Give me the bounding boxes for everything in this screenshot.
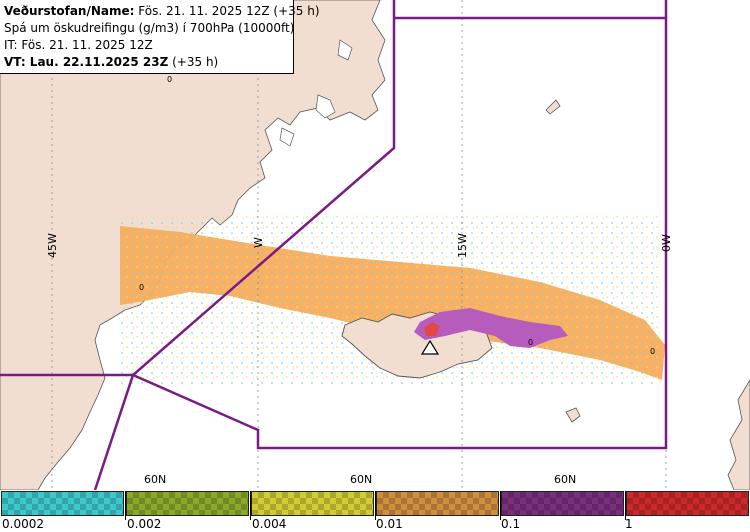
legend-tick-label: 0.002 xyxy=(127,517,162,531)
legend-swatch xyxy=(1,491,124,516)
concentration-legend: 0.0002 0.002 0.004 0.01 0.1 1 xyxy=(0,490,750,532)
greenland-fjord xyxy=(337,39,353,61)
forecast-info-box: Veðurstofan/Name: Fös. 21. 11. 2025 12Z … xyxy=(0,0,320,74)
initial-time: IT: Fös. 21. 11. 2025 12Z xyxy=(4,38,153,52)
forecast-region-boundary xyxy=(0,373,135,490)
ash-high-concentration-area xyxy=(424,322,440,336)
greenland-fjord xyxy=(279,127,295,147)
legend-tick xyxy=(500,491,501,520)
valid-time: VT: Lau. 22.11.2025 23Z xyxy=(4,55,169,69)
lead-time: (+35 h) xyxy=(168,55,219,69)
longitude-label: 45W xyxy=(46,233,59,258)
jan-mayen-island xyxy=(545,99,561,115)
valid-time-line: VT: Lau. 22.11.2025 23Z (+35 h) xyxy=(4,54,289,71)
latitude-label: 60N xyxy=(350,473,372,486)
legend-tick xyxy=(625,491,626,520)
longitude-label: W xyxy=(252,237,265,248)
issuer-line: Veðurstofan/Name: Fös. 21. 11. 2025 12Z … xyxy=(4,3,320,20)
longitude-label: 0W xyxy=(660,234,673,252)
legend-swatch xyxy=(626,491,749,516)
legend-tick-label: 1 xyxy=(625,517,633,531)
ash-medium-concentration-area xyxy=(414,308,568,348)
map-canvas[interactable]: 45W W 15W 0W 60N 60N 60N 0 0 0 0 xyxy=(0,0,750,490)
legend-tick-label: 0.004 xyxy=(252,517,287,531)
issuer-label: Veðurstofan/Name: xyxy=(4,4,135,18)
longitude-label: 15W xyxy=(456,233,469,258)
faroe-islands xyxy=(565,407,581,423)
legend-tick-label: 0.0002 xyxy=(2,517,44,531)
legend-swatch xyxy=(501,491,624,516)
issue-time: Fös. 21. 11. 2025 12Z (+35 h) xyxy=(134,4,320,18)
legend-tick-label: 0.01 xyxy=(376,517,403,531)
latitude-label: 60N xyxy=(554,473,576,486)
contour-label: 0 xyxy=(528,338,533,347)
contour-label: 0 xyxy=(650,347,655,356)
legend-swatch xyxy=(126,491,249,516)
greenland-fjord xyxy=(315,94,336,119)
product-description: Spá um öskudreifingu (g/m3) í 700hPa (10… xyxy=(4,21,295,35)
legend-swatch xyxy=(251,491,374,516)
forecast-region-boundary xyxy=(130,0,668,450)
volcano-marker[interactable] xyxy=(420,339,440,355)
legend-tick xyxy=(125,491,126,520)
contour-label: 0 xyxy=(167,75,172,84)
legend-tick xyxy=(375,491,376,520)
latitude-label: 60N xyxy=(144,473,166,486)
scandinavia-coast xyxy=(727,379,750,490)
legend-tick xyxy=(250,491,251,520)
legend-tick-label: 0.1 xyxy=(501,517,521,531)
legend-swatch xyxy=(376,491,499,516)
contour-label: 0 xyxy=(139,283,144,292)
